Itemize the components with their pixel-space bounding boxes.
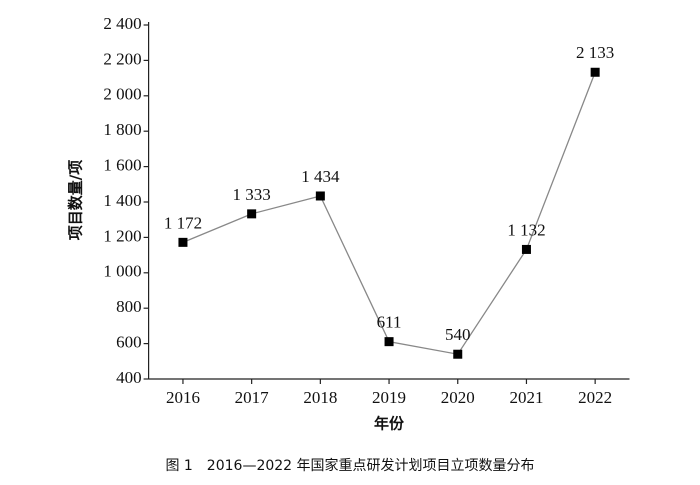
marker bbox=[384, 337, 394, 347]
data-label: 540 bbox=[445, 325, 471, 344]
y-tick-label: 2 200 bbox=[103, 49, 141, 68]
marker bbox=[247, 209, 257, 219]
y-tick-label: 1 800 bbox=[103, 120, 141, 139]
data-label: 1 434 bbox=[301, 167, 340, 186]
marker bbox=[453, 349, 463, 359]
x-tick-label: 2018 bbox=[303, 388, 337, 407]
x-tick-label: 2020 bbox=[441, 388, 475, 407]
marker bbox=[315, 191, 325, 201]
y-tick-label: 600 bbox=[116, 333, 142, 352]
y-tick-label: 800 bbox=[116, 297, 142, 316]
data-label: 611 bbox=[377, 313, 402, 332]
y-tick-label: 2 400 bbox=[103, 14, 141, 33]
y-tick-label: 1 400 bbox=[103, 191, 141, 210]
y-tick-label: 400 bbox=[116, 368, 142, 387]
x-tick-label: 2022 bbox=[578, 388, 612, 407]
data-label: 1 333 bbox=[233, 185, 271, 204]
marker bbox=[178, 237, 188, 247]
y-tick-label: 1 200 bbox=[103, 226, 141, 245]
data-label: 1 172 bbox=[164, 213, 202, 232]
y-axis-label: 项目数量/项 bbox=[67, 160, 85, 240]
data-label: 2 133 bbox=[576, 43, 614, 62]
x-tick-label: 2017 bbox=[235, 388, 270, 407]
y-tick-label: 1 000 bbox=[103, 262, 141, 281]
x-tick-label: 2019 bbox=[372, 388, 406, 407]
y-tick-label: 2 000 bbox=[103, 85, 141, 104]
marker bbox=[521, 244, 531, 254]
marker bbox=[590, 67, 600, 77]
data-label: 1 132 bbox=[507, 220, 545, 239]
caption: 图 1 2016—2022 年国家重点研发计划项目立项数量分布 bbox=[165, 457, 534, 474]
x-tick-label: 2016 bbox=[166, 388, 200, 407]
x-axis-label: 年份 bbox=[374, 415, 405, 433]
y-tick-label: 1 600 bbox=[103, 156, 141, 175]
x-tick-label: 2021 bbox=[509, 388, 543, 407]
